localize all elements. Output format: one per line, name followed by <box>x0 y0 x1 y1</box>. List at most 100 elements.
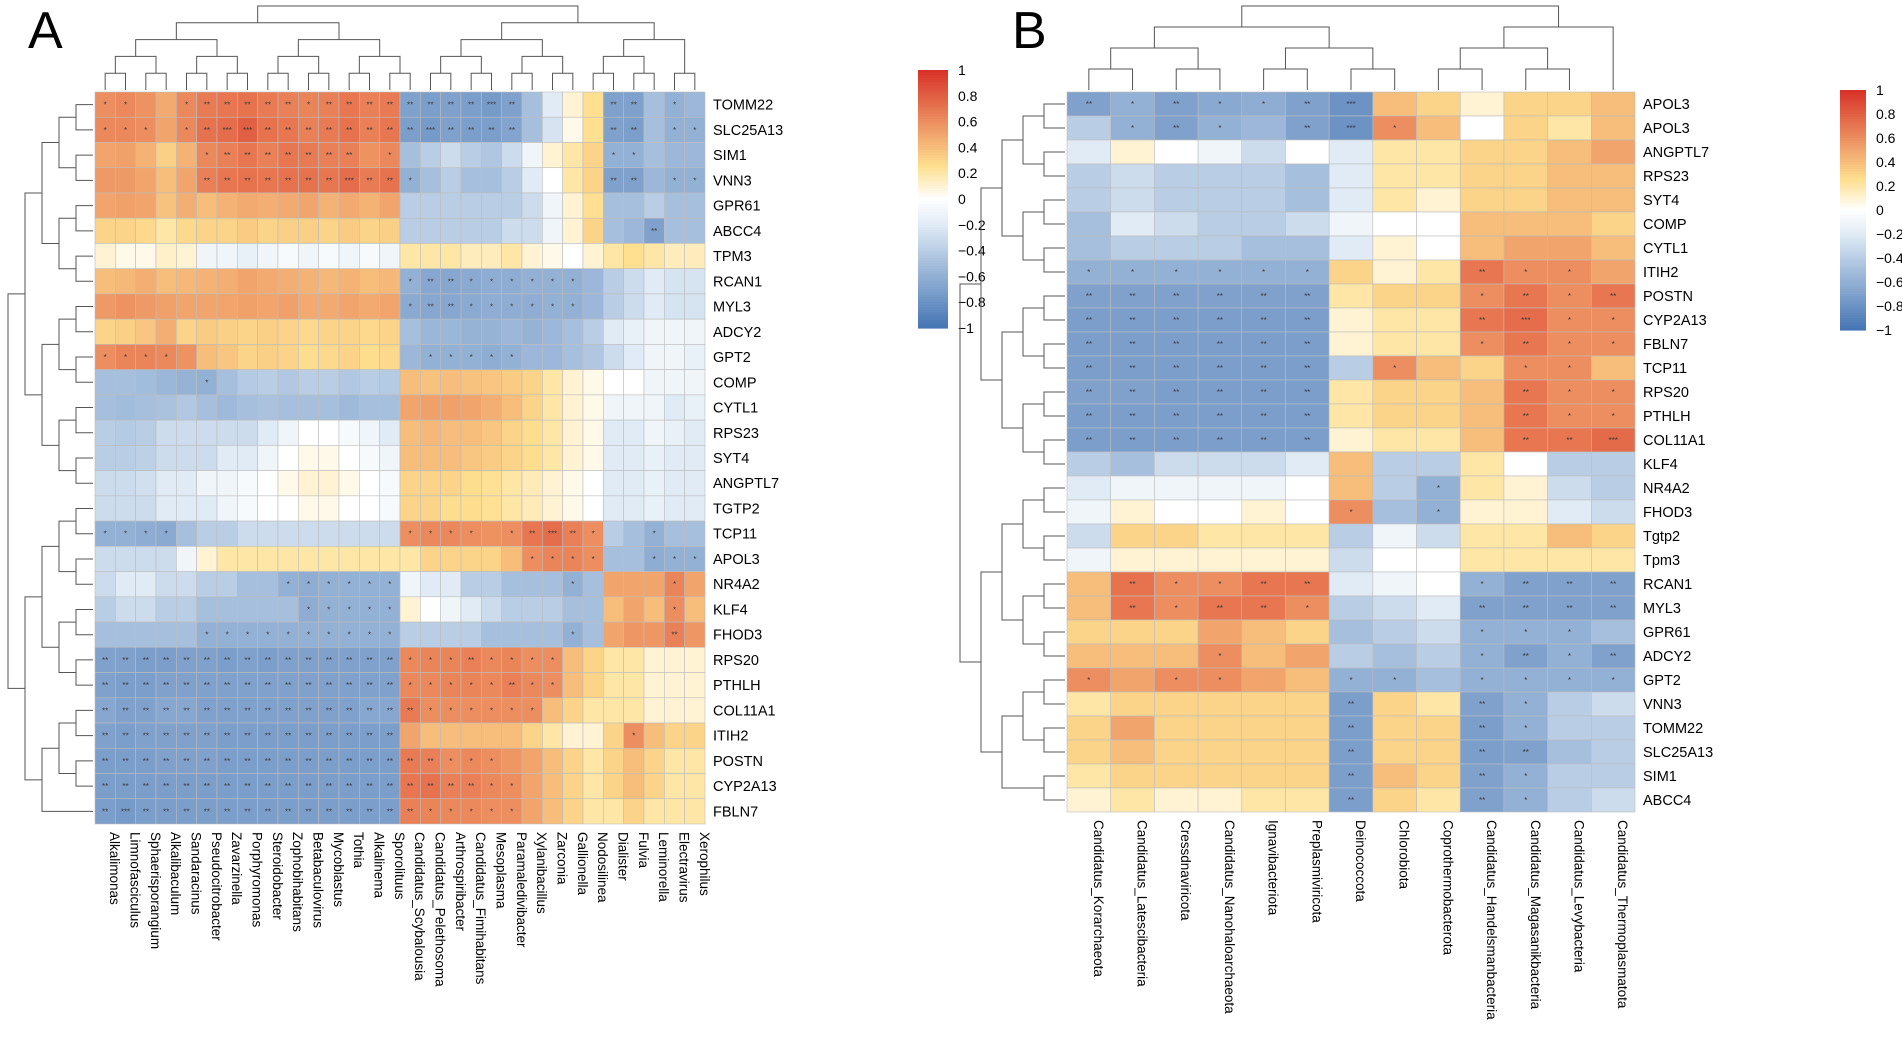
heatmap-cell <box>582 344 604 370</box>
colorbar-segment <box>918 170 948 174</box>
panel-b-column-labels: Candidatus_Korarchaeota Candidatus_Latesc… <box>1091 820 1630 1020</box>
heatmap-cell <box>501 192 523 219</box>
heatmap-cell <box>1066 187 1111 213</box>
heatmap-cell <box>603 520 624 547</box>
heatmap-cell <box>603 571 624 598</box>
significance-mark: ** <box>224 757 230 766</box>
heatmap-cell <box>318 293 340 320</box>
heatmap-cell <box>277 217 299 244</box>
dendrogram-branch <box>75 608 93 636</box>
heatmap-cell <box>481 142 502 169</box>
significance-mark: ** <box>326 757 332 766</box>
heatmap-cell <box>1503 451 1548 477</box>
column-label: Mycoblastus <box>331 832 346 907</box>
significance-mark: ** <box>102 782 108 791</box>
heatmap-cell <box>440 722 462 749</box>
heatmap-cell <box>298 369 319 396</box>
row-label: RCAN1 <box>713 274 762 290</box>
significance-mark: ** <box>183 681 189 690</box>
heatmap-cell <box>501 621 523 648</box>
row-label: FHOD3 <box>713 628 762 644</box>
heatmap-cell <box>1459 787 1505 813</box>
significance-mark: * <box>287 631 290 640</box>
heatmap-cell <box>1328 475 1374 501</box>
column-label: Candidatus_Levybacteria <box>1571 820 1586 973</box>
heatmap-cell <box>1285 379 1330 405</box>
heatmap-cell <box>1547 139 1592 165</box>
heatmap-cell <box>338 546 360 572</box>
panel-a-column-dendrogram <box>104 5 696 90</box>
heatmap-cell <box>1503 787 1548 813</box>
heatmap-cell <box>623 470 645 497</box>
heatmap-cell <box>664 470 685 497</box>
significance-mark: * <box>470 353 473 362</box>
heatmap-cell <box>379 470 401 497</box>
heatmap-cell <box>1197 187 1243 213</box>
heatmap-cell <box>359 520 380 547</box>
heatmap-cell <box>643 116 665 143</box>
heatmap-cell <box>440 217 462 244</box>
heatmap-cell <box>623 571 645 598</box>
heatmap-cell <box>481 394 502 421</box>
heatmap-cell <box>623 217 645 244</box>
heatmap-cell <box>298 318 319 345</box>
heatmap-cell <box>460 546 482 572</box>
dendrogram-branch <box>959 283 981 663</box>
colorbar-segment <box>1840 207 1866 211</box>
colorbar-tick-label: −0.6 <box>958 268 986 284</box>
row-label: PTHLH <box>713 678 761 694</box>
significance-mark: * <box>185 126 188 135</box>
column-label: Arthrospiribacter <box>453 832 468 932</box>
colorbar-segment <box>1840 200 1866 204</box>
column-label: Coprothermobacterota <box>1440 820 1455 956</box>
heatmap-cell <box>1416 331 1461 357</box>
heatmap-cell <box>1066 739 1111 765</box>
heatmap-cell <box>399 495 421 522</box>
heatmap-cell <box>216 192 238 219</box>
heatmap-cell <box>1285 547 1330 573</box>
heatmap-cell <box>603 773 624 800</box>
colorbar-segment <box>1840 279 1866 283</box>
significance-mark: * <box>693 126 696 135</box>
significance-mark: ** <box>610 101 616 110</box>
heatmap-cell <box>1110 763 1155 789</box>
heatmap-cell <box>1372 715 1417 741</box>
heatmap-cell <box>379 344 401 370</box>
significance-mark: ** <box>1610 580 1616 589</box>
dendrogram-branch <box>1350 68 1396 90</box>
column-label: Candidatus_Nanohaloarchaeota <box>1222 820 1237 1014</box>
heatmap-cell <box>542 217 563 244</box>
significance-mark: * <box>510 277 513 286</box>
colorbar-segment <box>1840 282 1866 285</box>
dendrogram-branch <box>1022 691 1044 741</box>
significance-mark: * <box>490 353 493 362</box>
significance-mark: * <box>531 681 534 690</box>
heatmap-cell <box>664 243 685 269</box>
heatmap-cell <box>338 495 360 522</box>
significance-mark: ** <box>1129 604 1135 613</box>
colorbar-tick-label: −1 <box>958 320 974 336</box>
heatmap-cell <box>379 520 401 547</box>
heatmap-cell <box>298 344 319 370</box>
heatmap-cell <box>399 470 421 497</box>
significance-mark: ** <box>285 807 291 816</box>
column-label: Fulvia <box>636 832 651 869</box>
significance-mark: ** <box>1304 340 1310 349</box>
row-label: ANGPTL7 <box>713 476 779 492</box>
dendrogram-branch <box>58 621 76 674</box>
colorbar-tick-label: −0.8 <box>958 294 986 310</box>
colorbar-segment <box>918 103 948 107</box>
heatmap-cell <box>94 495 116 522</box>
heatmap-cell <box>1110 163 1155 189</box>
significance-mark: ** <box>305 732 311 741</box>
heatmap-cell <box>1197 451 1243 477</box>
heatmap-cell <box>1285 355 1330 381</box>
significance-mark: * <box>1524 364 1527 373</box>
heatmap-cell <box>1154 715 1199 741</box>
heatmap-cell <box>176 217 197 244</box>
row-label: ITIH2 <box>1643 265 1678 281</box>
significance-mark: * <box>551 303 554 312</box>
significance-mark: * <box>429 656 432 665</box>
colorbar-segment <box>1840 298 1866 302</box>
colorbar-segment <box>1840 135 1866 139</box>
